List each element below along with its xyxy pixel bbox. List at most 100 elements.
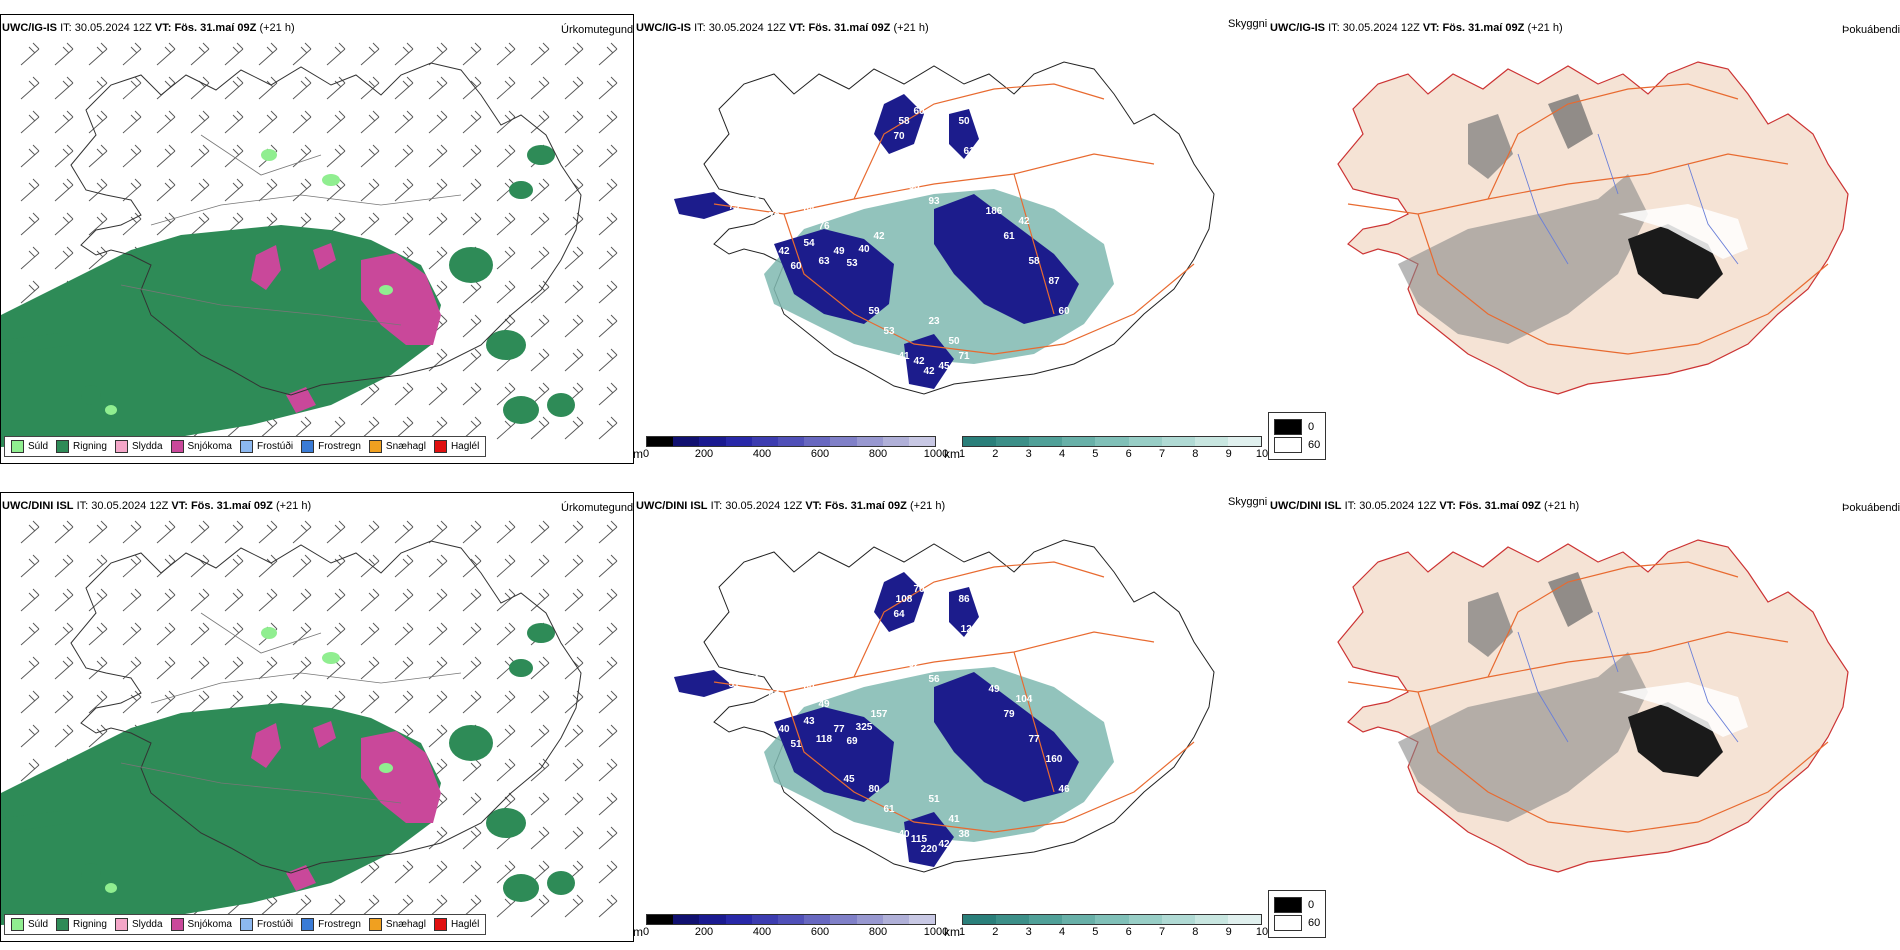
model-name: UWC/DINI ISL [636, 500, 708, 512]
road-network [1347, 83, 1829, 355]
wind-barb-icon [20, 246, 40, 270]
legend-swatch [56, 440, 70, 453]
wind-barb-icon [564, 894, 584, 918]
barb-feather [28, 728, 36, 736]
visibility-value-label: 42 [1018, 216, 1030, 227]
barb-feather [100, 178, 108, 186]
visibility-unit-1: km [944, 447, 960, 461]
barb-feather [610, 826, 618, 834]
colorbar-tick-label: 7 [1158, 448, 1166, 460]
wind-barb-icon [564, 144, 584, 168]
barb-feather [436, 660, 444, 668]
visibility-value-label: 64 [803, 204, 815, 215]
barb-staff [428, 150, 448, 168]
wind-barb-icon [428, 110, 448, 134]
barb-feather [100, 520, 108, 528]
barb-feather [28, 626, 36, 634]
wind-barb-icon [360, 212, 380, 236]
barb-feather [164, 524, 172, 532]
wind-barb-icon [292, 554, 312, 578]
row-2: UWC/DINI ISL IT: 30.05.2024 12Z VT: Fös.… [0, 478, 1900, 950]
barb-feather [508, 554, 516, 562]
wind-barb-icon [20, 622, 40, 646]
wind-barb-icon [428, 348, 448, 372]
legend-swatch [114, 918, 128, 931]
barb-feather [334, 216, 342, 224]
barb-staff [564, 764, 584, 782]
barb-feather [32, 554, 40, 562]
barb-feather [610, 554, 618, 562]
rain-patch [509, 659, 533, 677]
barb-feather [100, 554, 108, 562]
barb-feather [300, 420, 308, 428]
wind-barb-icon [394, 212, 414, 236]
barb-feather [130, 558, 138, 566]
barb-feather [610, 520, 618, 528]
precip-legend-item: Slydda [114, 440, 163, 453]
barb-feather [402, 626, 410, 634]
wind-barb-icon [598, 178, 618, 202]
wind-barb-icon [598, 382, 618, 406]
barb-feather [504, 250, 512, 258]
wind-barb-icon [598, 110, 618, 134]
barb-feather [130, 80, 138, 88]
barb-feather [440, 622, 448, 630]
wind-barb-icon [292, 76, 312, 100]
low-cloud-area [674, 670, 734, 697]
visibility-value-label: 70 [788, 216, 800, 227]
wind-barb-icon [462, 178, 482, 202]
wind-barb-icon [20, 554, 40, 578]
wind-barb-icon [394, 110, 414, 134]
barb-feather [100, 76, 108, 84]
barb-staff [54, 662, 74, 680]
barb-feather [202, 212, 210, 220]
barb-feather [606, 182, 614, 190]
barb-staff [530, 730, 550, 748]
barb-staff [462, 116, 482, 134]
barb-feather [572, 524, 580, 532]
barb-feather [610, 792, 618, 800]
barb-feather [470, 318, 478, 326]
wind-barb-icon [326, 622, 346, 646]
wind-barb-icon [54, 144, 74, 168]
barb-feather [28, 694, 36, 702]
fog-legend-1: 0 60 [1268, 412, 1327, 460]
visibility-value-label: 54 [803, 238, 815, 249]
barb-feather [576, 382, 584, 390]
wind-barb-icon [224, 520, 244, 544]
barb-staff [54, 116, 74, 134]
legend-swatch [1274, 897, 1302, 913]
barb-feather [440, 690, 448, 698]
barb-feather [504, 386, 512, 394]
barb-feather [504, 148, 512, 156]
barb-feather [372, 588, 380, 596]
wind-barb-icon [598, 212, 618, 236]
barb-staff [564, 218, 584, 236]
rain-patch [449, 247, 493, 283]
barb-staff [530, 320, 550, 338]
barb-staff [428, 252, 448, 270]
barb-feather [406, 520, 414, 528]
wind-barb-icon [394, 144, 414, 168]
barb-feather [232, 114, 240, 122]
wind-barb-icon [598, 520, 618, 544]
barb-feather [62, 592, 70, 600]
barb-staff [122, 184, 142, 202]
rain-patch [509, 181, 533, 199]
barb-feather [508, 520, 516, 528]
visibility-value-label: 61 [963, 146, 975, 157]
barb-staff [156, 48, 176, 66]
wind-barb-icon [122, 622, 142, 646]
barb-feather [470, 898, 478, 906]
barb-feather [32, 110, 40, 118]
barb-feather [606, 148, 614, 156]
fog-legend-item: 60 [1274, 437, 1320, 453]
wind-barb-icon [462, 860, 482, 884]
visibility-value-label: 61 [883, 804, 895, 815]
barb-feather [202, 520, 210, 528]
barb-feather [62, 558, 70, 566]
wind-barb-icon [530, 792, 550, 816]
barb-feather [606, 318, 614, 326]
barb-staff [224, 150, 244, 168]
barb-staff [122, 150, 142, 168]
